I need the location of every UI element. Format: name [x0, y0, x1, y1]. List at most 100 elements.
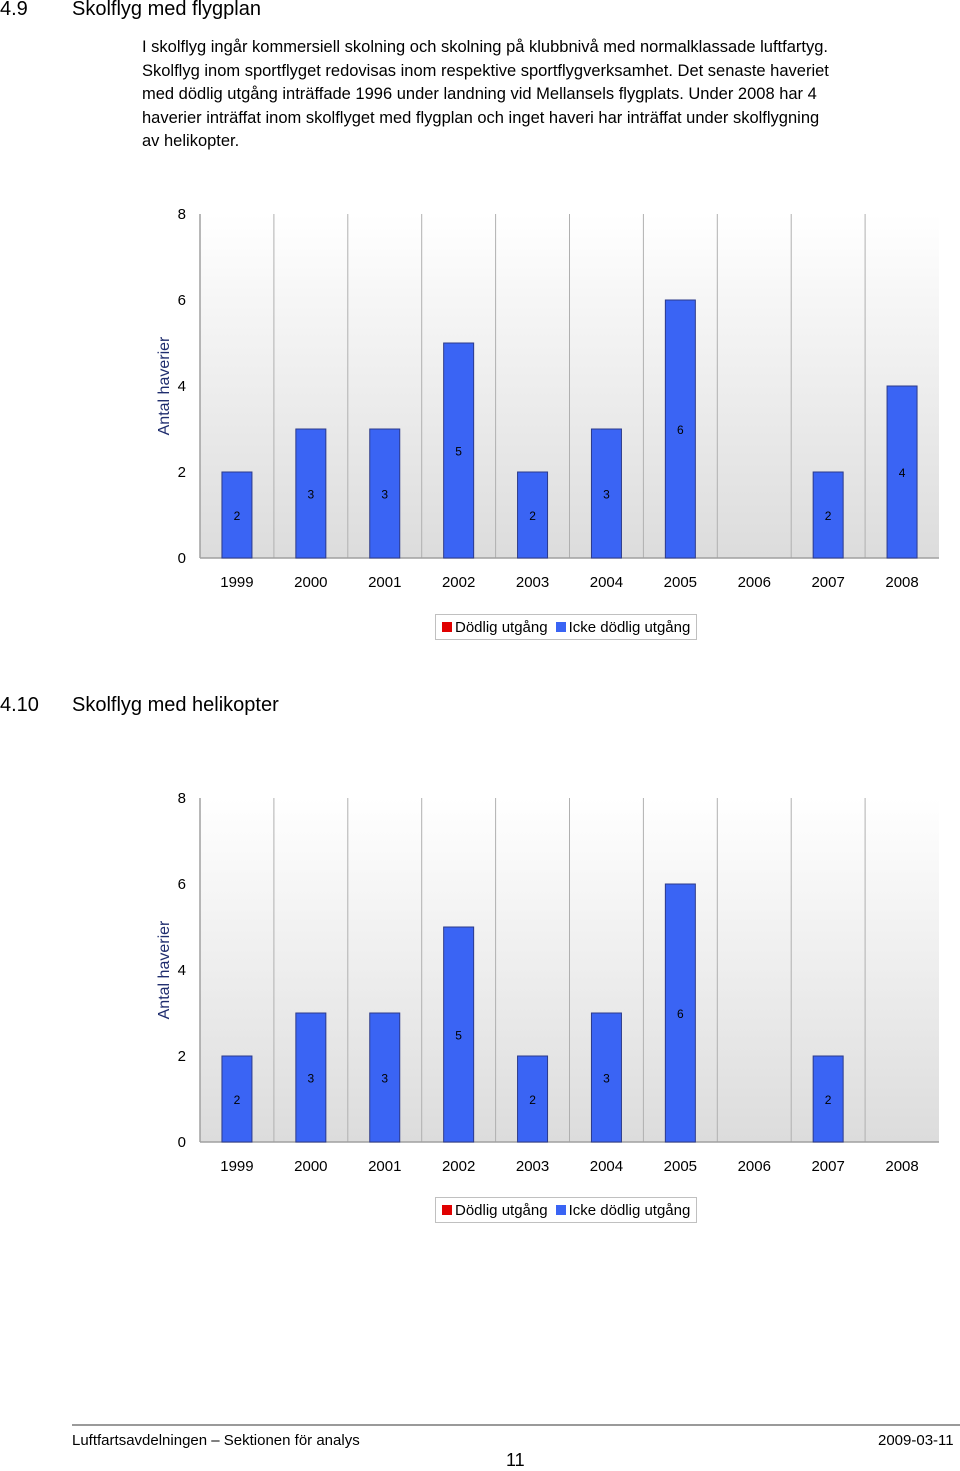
y-tick-label: 0 [178, 1134, 186, 1151]
bar-nonfatal [369, 428, 401, 559]
x-tick-label: 2008 [885, 574, 918, 591]
x-tick-label: 2000 [294, 1158, 327, 1175]
y-axis-title: Antal haverier [156, 336, 173, 435]
chart-legend: Dödlig utgång Icke dödlig utgång [435, 1197, 698, 1223]
x-tick-label: 1999 [220, 1158, 253, 1175]
chart-legend: Dödlig utgång Icke dödlig utgång [435, 614, 698, 640]
x-tick-label: 2008 [885, 1158, 918, 1175]
bar-data-label: 5 [455, 1029, 462, 1043]
x-tick-label: 2003 [516, 1158, 549, 1175]
bar-nonfatal [590, 1012, 622, 1143]
section-number: 4.10 [0, 694, 39, 716]
paragraph-line: haverier inträffat inom skolflyget med f… [142, 108, 820, 127]
bar-data-label: 2 [825, 1093, 832, 1107]
footer-organization: Luftfartsavdelningen – Sektionen för ana… [72, 1432, 360, 1449]
bar-data-label: 4 [899, 466, 906, 480]
paragraph-line: av helikopter. [142, 132, 240, 150]
bar-nonfatal [295, 1012, 327, 1143]
x-tick-label: 2004 [590, 574, 623, 591]
x-tick-label: 2007 [811, 1158, 844, 1175]
bar-data-label: 2 [234, 509, 241, 523]
bar-data-label: 3 [603, 488, 610, 502]
footer-date: 2009-03-11 [878, 1432, 954, 1449]
section-title: Skolflyg med helikopter [72, 694, 279, 716]
chart-helicopter-accidents: 0 2 4 6 8 Antal haverier 1999 2000 2001 2002 2003 2… [0, 780, 960, 1230]
x-tick-label: 2002 [442, 1158, 475, 1175]
bar-data-label: 3 [308, 1072, 315, 1086]
legend-swatch-nonfatal [555, 1205, 566, 1215]
bar-nonfatal [221, 1055, 253, 1143]
legend-swatch-fatal [442, 622, 452, 632]
x-tick-label: 2004 [590, 1158, 623, 1175]
x-tick-label: 2005 [664, 574, 697, 591]
section-number: 4.9 [0, 0, 28, 20]
x-tick-label: 2002 [442, 574, 475, 591]
bar-data-label: 3 [381, 1072, 388, 1086]
x-tick-label: 2005 [664, 1158, 697, 1175]
legend-label-nonfatal: Icke dödlig utgång [568, 1201, 691, 1219]
x-tick-label: 2006 [738, 1158, 771, 1175]
legend-item-fatal: Dödlig utgång [442, 1202, 548, 1219]
legend-item-nonfatal: Icke dödlig utgång [555, 1201, 691, 1219]
bar-data-label: 2 [234, 1093, 241, 1107]
y-tick-label: 6 [178, 292, 186, 309]
section-title: Skolflyg med flygplan [72, 0, 261, 20]
bar-nonfatal [664, 883, 696, 1143]
bar-nonfatal [295, 428, 327, 559]
y-axis-title: Antal haverier [156, 920, 173, 1019]
bar-nonfatal [221, 471, 253, 559]
bar-data-label: 6 [677, 423, 684, 437]
bar-nonfatal [369, 1012, 401, 1143]
bar-data-label: 3 [603, 1072, 610, 1086]
bar-data-label: 6 [677, 1007, 684, 1021]
x-tick-label: 1999 [220, 574, 253, 591]
bar-data-label: 5 [455, 445, 462, 459]
chart-helicopter-svg: 0 2 4 6 8 Antal haverier 1999 2000 2001 2002 2003 2… [156, 790, 939, 1175]
bar-data-label: 3 [381, 488, 388, 502]
bar-nonfatal [812, 1055, 844, 1143]
footer-rule [72, 1424, 960, 1426]
legend-swatch-fatal [442, 1205, 452, 1215]
chart-airplane-svg: 0 2 4 6 8 Antal haverier 1999 2000 2001 2002 2003 2… [156, 206, 939, 591]
bar-nonfatal [664, 299, 696, 559]
paragraph-line: med dödlig utgång inträffade 1996 under … [142, 85, 817, 103]
paragraph-line: I skolflyg ingår kommersiell skolning oc… [142, 38, 828, 56]
y-tick-label: 2 [178, 464, 186, 481]
y-tick-label: 4 [178, 962, 186, 979]
legend-label-fatal: Dödlig utgång [455, 1201, 548, 1219]
y-tick-label: 0 [178, 550, 186, 567]
x-tick-label: 2006 [738, 574, 771, 591]
bar-nonfatal [443, 926, 475, 1143]
x-tick-label: 2000 [294, 574, 327, 591]
intro-paragraph: I skolflyg ingår kommersiell skolning oc… [142, 36, 960, 154]
bar-nonfatal [517, 1055, 549, 1143]
legend-label-nonfatal: Icke dödlig utgång [568, 618, 691, 636]
y-tick-label: 4 [178, 378, 186, 395]
bar-data-label: 2 [825, 509, 832, 523]
section-heading-4-9: 4.9 Skolflyg med flygplan [0, 0, 261, 21]
bar-nonfatal [517, 471, 549, 559]
y-tick-label: 8 [178, 790, 186, 807]
bar-nonfatal [590, 428, 622, 559]
page-number: 11 [506, 1450, 525, 1470]
bar-nonfatal [812, 471, 844, 559]
section-heading-4-10: 4.10 Skolflyg med helikopter [0, 694, 279, 717]
legend-item-fatal: Dödlig utgång [442, 619, 548, 636]
y-tick-label: 8 [178, 206, 186, 223]
y-tick-label: 2 [178, 1048, 186, 1065]
chart-airplane-accidents: 0 2 4 6 8 Antal haverier 1999 2000 2001 2002 2003 2… [0, 196, 960, 646]
legend-swatch-nonfatal [555, 622, 566, 632]
x-tick-label: 2003 [516, 574, 549, 591]
legend-label-fatal: Dödlig utgång [455, 618, 548, 636]
bar-data-label: 2 [529, 509, 536, 523]
x-tick-label: 2007 [811, 574, 844, 591]
bar-data-label: 3 [308, 488, 315, 502]
bar-nonfatal [443, 342, 475, 559]
y-tick-label: 6 [178, 876, 186, 893]
paragraph-line: Skolflyg inom sportflyget redovisas inom… [142, 61, 829, 80]
x-tick-label: 2001 [368, 574, 401, 591]
legend-item-nonfatal: Icke dödlig utgång [555, 618, 691, 636]
bar-nonfatal [886, 385, 918, 559]
bar-data-label: 2 [529, 1093, 536, 1107]
x-tick-label: 2001 [368, 1158, 401, 1175]
